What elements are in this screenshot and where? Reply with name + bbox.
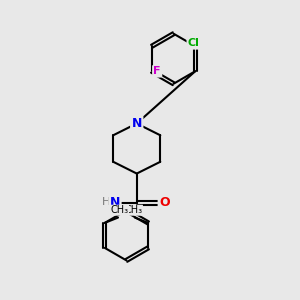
Text: CH₃: CH₃ (124, 205, 142, 215)
Text: N: N (110, 196, 120, 209)
Text: H: H (102, 197, 110, 207)
Text: F: F (153, 66, 161, 76)
Text: O: O (159, 196, 170, 209)
Text: N: N (132, 117, 142, 130)
Text: Cl: Cl (188, 38, 200, 48)
Text: CH₃: CH₃ (110, 205, 129, 215)
